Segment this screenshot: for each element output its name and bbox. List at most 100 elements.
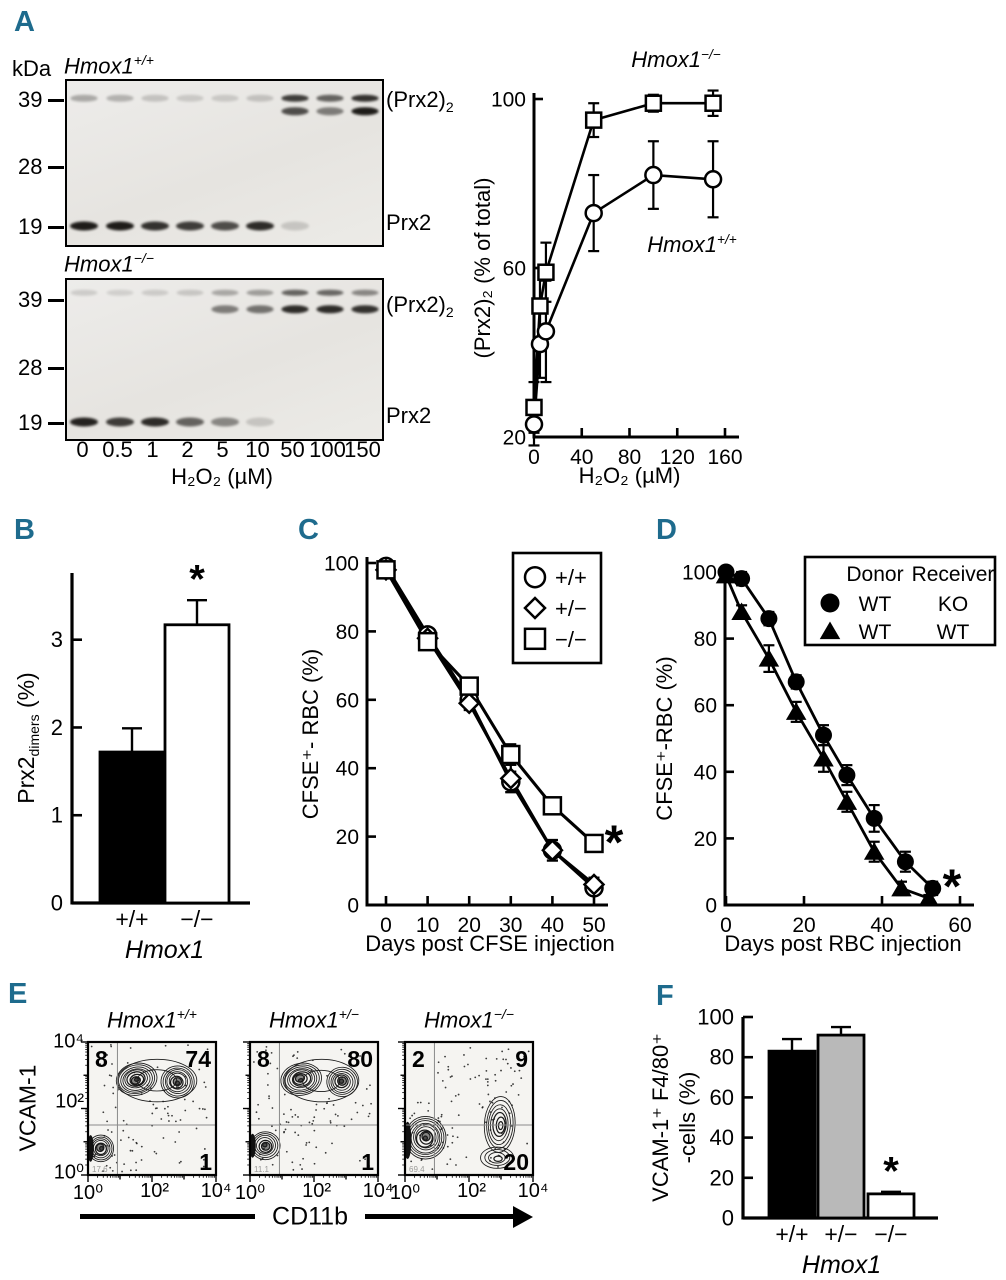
data-point-marker [501,744,521,765]
circle-element [315,1103,318,1106]
circle-element [268,1097,270,1100]
ellipse-element [302,1069,341,1093]
circle-element [356,1111,359,1114]
ellipse-element [422,1135,429,1141]
data-point-marker [891,878,912,897]
series-markers [376,560,604,854]
x-tick-label: 40 [570,446,593,469]
x-tick-label: 20 [458,914,481,937]
y-tick-label: 80 [694,628,717,651]
circle-element [308,1141,311,1144]
ellipse-element [255,1137,274,1154]
circle-element [454,1094,457,1097]
ellipse-element [130,1076,142,1085]
circle-element [90,1045,93,1048]
tspan-element: Hmox1 [647,232,717,257]
series-annotation: Hmox1+/+ [647,232,736,257]
data-point-marker [836,792,858,810]
data-point-marker [584,111,603,129]
circle-element [205,1116,208,1119]
scatter-dots [409,1046,530,1171]
legend-label: +/− [555,596,587,621]
data-point-marker [865,809,883,827]
gel-band [70,94,98,102]
circle-element [313,1162,316,1165]
circle-element [126,1062,129,1064]
circle-element [305,1144,307,1146]
legend-box: +/+ +/− −/− [511,551,603,665]
y-tick-label: 100 [697,1005,734,1030]
data-point-marker [813,748,834,767]
panel-a-letter: A [14,6,35,38]
circle-element [282,1113,285,1116]
ellipse-element [88,1134,115,1163]
circle-element [341,1076,344,1079]
data-point-marker [542,796,563,816]
circle-element [517,1093,520,1096]
circle-element [332,1104,335,1106]
quadrant-count-ul: 8 [95,1046,108,1072]
ellipse-element [250,1133,256,1158]
circle-element [447,1068,450,1071]
data-point-marker [584,833,604,854]
y-tick-label: 60 [694,695,717,718]
gel-band [70,417,99,426]
circle-element [343,1125,346,1128]
ellipse-element [328,1068,356,1095]
circle-element [150,1087,152,1090]
ellipse-element [413,1123,439,1151]
flow-x-tick-label: 10⁴ [517,1180,549,1202]
bar [98,750,166,905]
lane-label: 1 [146,437,159,462]
quadrant-count-lr: 1 [199,1149,212,1175]
ellipse-element [334,1074,349,1089]
circle-element [108,1074,111,1077]
circle-element [111,1155,113,1157]
panel-c-letter: C [298,514,319,546]
circle-element [444,1086,447,1089]
ellipse-element [258,1139,273,1153]
data-point-marker [417,631,438,652]
circle-element [505,1058,507,1061]
circle-element [502,1141,505,1144]
circle-element [467,1063,469,1066]
circle-element [520,1077,523,1079]
ellipse-element [282,1064,320,1095]
circle-element [440,1127,443,1130]
panel-f-letter: F [656,980,674,1012]
circle-element [447,1065,450,1068]
quadrant-count-ur: 74 [185,1046,211,1072]
gel-band [316,289,343,296]
circle-element [252,1061,255,1063]
gel-band [351,94,378,102]
y-tick-label: 20 [694,828,717,851]
circle-element [446,1134,449,1136]
circle-element [110,1075,113,1077]
circle-element [491,1101,494,1104]
circle-element [315,1109,317,1111]
circle-element [503,1148,506,1151]
circle-element [513,1070,516,1073]
data-point-marker [523,596,547,620]
quadrant-count-ul: 2 [412,1046,425,1072]
y-tick-label: 40 [336,758,359,781]
gel-band [175,417,204,426]
circle-element [449,1158,452,1161]
circle-element [301,1168,303,1170]
ellipse-element [160,1065,195,1099]
circle-element [457,1093,460,1096]
circle-element [163,1107,166,1110]
y-tick-label: 0 [51,891,63,916]
data-point-marker [523,565,547,589]
lane-label: 10 [245,437,270,462]
circle-element [493,1118,496,1120]
circle-element [508,1100,511,1103]
ellipse-element [136,1069,178,1092]
data-point-marker [819,621,841,640]
ellipse-element [129,1073,145,1086]
x-tick-label: 120 [660,446,695,469]
circle-element [175,1086,178,1088]
circle-element [99,1063,101,1066]
circle-element [127,1136,130,1139]
